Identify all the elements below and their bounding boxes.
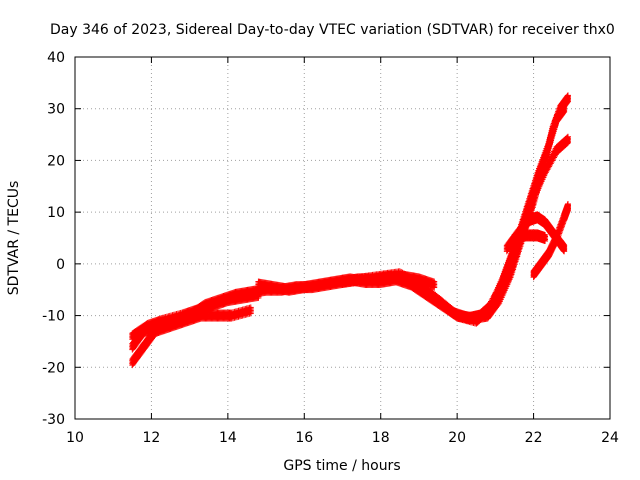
series-track-C [129,288,262,343]
chart-title: Day 346 of 2023, Sidereal Day-to-day VTE… [50,22,615,38]
data-layer [129,92,571,369]
